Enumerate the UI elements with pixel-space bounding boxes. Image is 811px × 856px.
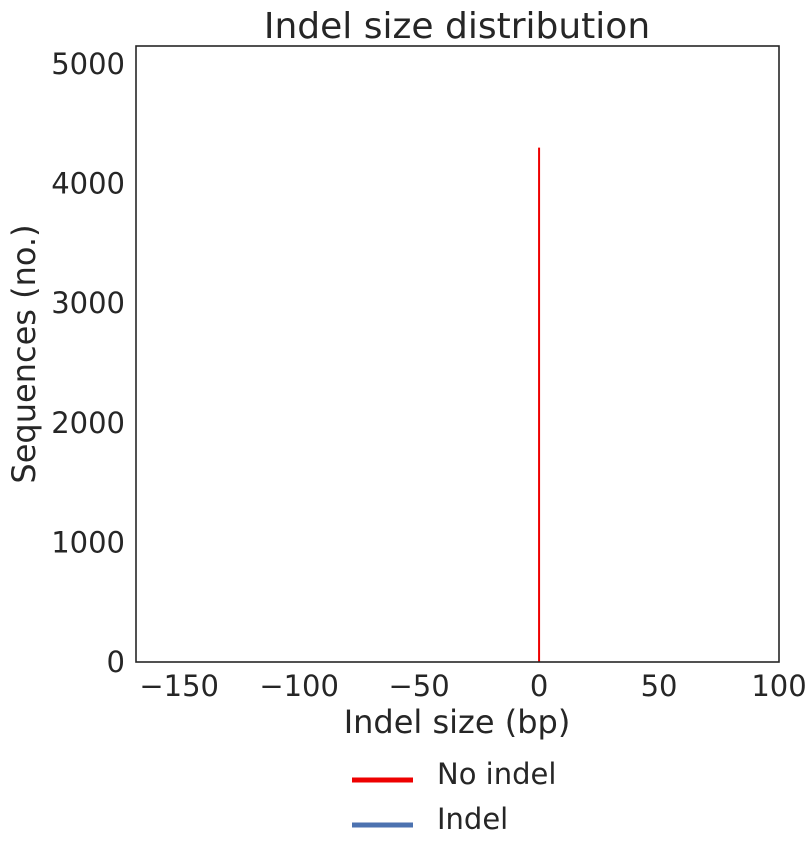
y-tick-label: 2000 <box>51 406 125 440</box>
x-tick-label: 0 <box>530 669 548 703</box>
x-tick-label: −100 <box>259 669 339 703</box>
y-tick-label: 5000 <box>51 47 125 81</box>
legend: No indel Indel <box>352 757 556 836</box>
y-tick-label: 1000 <box>51 525 125 559</box>
x-tick-label: −50 <box>389 669 450 703</box>
y-tick-label: 3000 <box>51 286 125 320</box>
x-tick-label: 50 <box>641 669 678 703</box>
legend-label: Indel <box>437 802 508 836</box>
x-axis-label: Indel size (bp) <box>344 703 571 741</box>
legend-label: No indel <box>437 757 556 791</box>
y-axis-label: Sequences (no.) <box>5 224 43 483</box>
legend-item: No indel <box>352 757 556 791</box>
y-tick-label: 4000 <box>51 167 125 201</box>
x-tick-label: −150 <box>139 669 219 703</box>
chart-title: Indel size distribution <box>264 6 650 47</box>
x-tick-label: 100 <box>751 669 806 703</box>
plot-frame <box>135 45 780 663</box>
y-tick-label: 0 <box>107 645 125 679</box>
x-axis-ticks: −150 −100 −50 0 50 100 <box>139 669 806 703</box>
legend-item: Indel <box>352 802 508 836</box>
y-axis-ticks: 0 1000 2000 3000 4000 5000 <box>51 47 125 679</box>
